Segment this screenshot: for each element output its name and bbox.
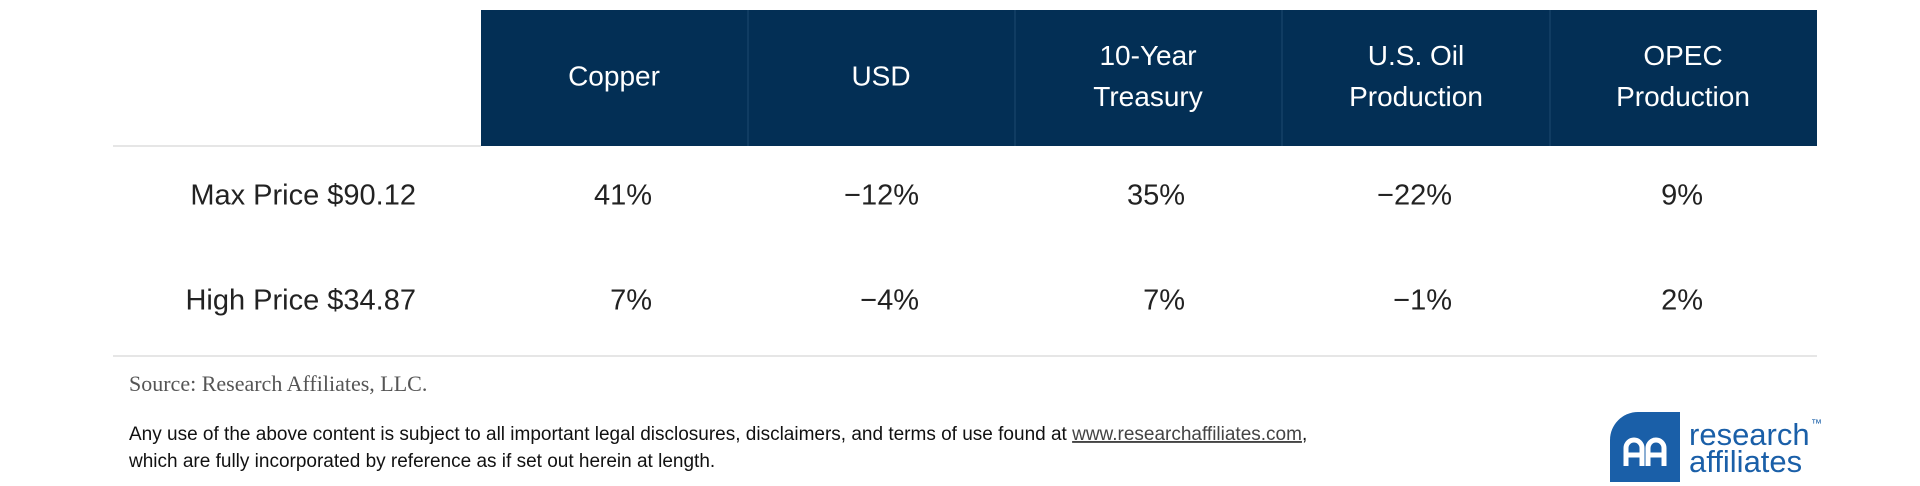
cell: 41%	[594, 180, 652, 212]
disclaimer: Any use of the above content is subject …	[129, 424, 1307, 445]
cell: 9%	[1661, 180, 1703, 212]
logo[interactable]: research ™ affiliates	[1610, 412, 1822, 482]
column-header: U.S. Oil	[1368, 40, 1464, 71]
column-dividers	[747, 10, 1551, 146]
cell: −4%	[860, 285, 919, 317]
cell: 7%	[610, 285, 652, 317]
column-header: OPEC	[1643, 40, 1722, 71]
logo-text: research	[1689, 417, 1810, 452]
column-header: Production	[1616, 81, 1750, 112]
cell: 7%	[1143, 285, 1185, 317]
column-header: Copper	[568, 60, 660, 91]
disclaimer-link[interactable]: www.researchaffiliates.com	[1071, 424, 1302, 445]
logo-tm: ™	[1811, 418, 1822, 430]
cell: 35%	[1127, 180, 1185, 212]
logo-text: affiliates	[1689, 444, 1802, 479]
source: Source: Research Affiliates, LLC.	[129, 371, 427, 396]
column-header: 10-Year	[1099, 40, 1196, 71]
cell: 2%	[1661, 285, 1703, 317]
cell: −12%	[844, 180, 919, 212]
disclaimer-text: Any use of the above content is subject …	[129, 424, 1072, 445]
disclaimer-text: ,	[1302, 424, 1307, 445]
disclaimer-line: which are fully incorporated by referenc…	[128, 451, 715, 472]
cell: −22%	[1377, 180, 1452, 212]
row-label: High Price $34.87	[185, 285, 416, 317]
header-band	[481, 10, 1817, 146]
logo-glyph	[1623, 437, 1667, 466]
column-header: Production	[1349, 81, 1483, 112]
row-label: Max Price $90.12	[190, 180, 416, 212]
logo-mark	[1610, 412, 1680, 482]
column-header: USD	[851, 60, 910, 91]
column-header: Treasury	[1093, 81, 1202, 112]
cell: −1%	[1393, 285, 1452, 317]
